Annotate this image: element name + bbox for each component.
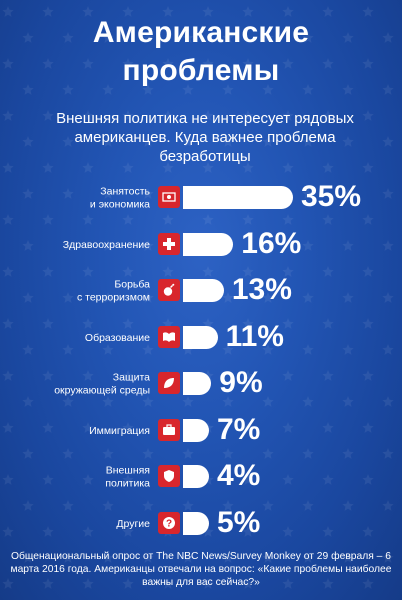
category-label: Иммиграция xyxy=(89,424,150,437)
title-line-1: Американские xyxy=(92,16,310,49)
value-label: 4% xyxy=(217,459,261,492)
leaf-icon xyxy=(158,372,180,394)
footnote: Общенациональный опрос от The NBC News/S… xyxy=(10,551,392,588)
value-label: 35% xyxy=(301,180,362,213)
category-label: Другие xyxy=(116,517,150,530)
category-label: Борьба с терроризмом xyxy=(76,278,150,304)
svg-text:?: ? xyxy=(166,518,172,529)
bar xyxy=(183,279,224,302)
category-label: Внешняя политика xyxy=(105,464,150,490)
value-label: 16% xyxy=(241,226,302,260)
bar xyxy=(183,465,209,488)
page-title: Американские проблемы xyxy=(0,14,402,90)
category-label: Занятость и экономика xyxy=(89,185,150,211)
medical-cross-icon xyxy=(158,232,180,255)
bar-row: Здравоохранение 16% xyxy=(0,225,402,265)
bar-row: Образование 11% xyxy=(0,318,402,358)
bar xyxy=(183,511,209,535)
bar-row: Другие? 5% xyxy=(0,504,402,544)
subtitle: Внешняя политика не интересует рядовых а… xyxy=(56,110,354,165)
money-icon xyxy=(158,186,180,208)
bar-row: Борьба с терроризмом 13% xyxy=(0,271,402,311)
bar-row: Внешняя политика 4% xyxy=(0,457,402,497)
value-label: 11% xyxy=(225,319,284,353)
bomb-icon xyxy=(158,279,180,301)
bar-row: Иммиграция 7% xyxy=(0,411,402,451)
category-label: Образование xyxy=(84,331,150,344)
bar-row: Занятость и экономика 35% xyxy=(0,178,402,218)
title-line-2: проблемы xyxy=(122,54,280,87)
bar-row: Защита окружающей среды 9% xyxy=(0,364,402,404)
bar xyxy=(183,418,209,442)
bar xyxy=(183,372,212,395)
briefcase-icon xyxy=(158,418,180,441)
bar xyxy=(183,186,293,209)
bar xyxy=(183,232,234,256)
category-label: Защита окружающей среды xyxy=(54,371,150,397)
book-icon xyxy=(158,325,180,348)
bar xyxy=(183,325,218,349)
value-label: 13% xyxy=(231,273,292,306)
category-label: Здравоохранение xyxy=(62,238,150,251)
value-label: 5% xyxy=(217,505,261,539)
shield-icon xyxy=(158,465,180,487)
value-label: 9% xyxy=(219,366,263,399)
value-label: 7% xyxy=(217,412,261,446)
question-icon: ? xyxy=(158,511,180,534)
